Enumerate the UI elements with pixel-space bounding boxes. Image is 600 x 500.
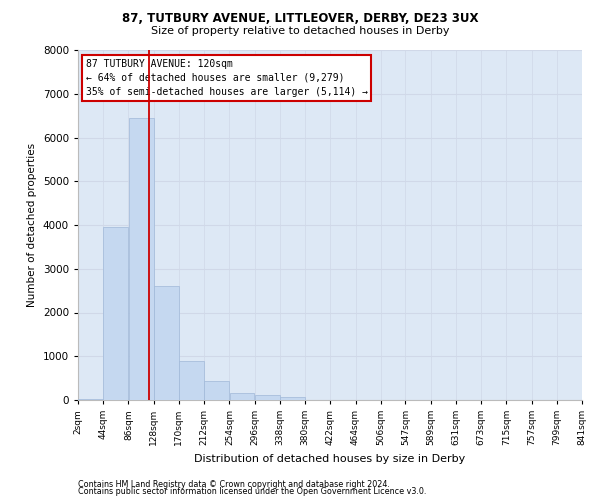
Text: Contains public sector information licensed under the Open Government Licence v3: Contains public sector information licen… [78, 488, 427, 496]
Text: 87 TUTBURY AVENUE: 120sqm
← 64% of detached houses are smaller (9,279)
35% of se: 87 TUTBURY AVENUE: 120sqm ← 64% of detac… [86, 59, 368, 97]
Bar [179, 360, 204, 400]
Bar [205, 381, 229, 400]
Bar [154, 286, 179, 400]
Bar [255, 395, 280, 400]
Bar [78, 398, 103, 400]
Bar [128, 118, 154, 400]
X-axis label: Distribution of detached houses by size in Derby: Distribution of detached houses by size … [194, 454, 466, 464]
Bar [230, 392, 254, 400]
Y-axis label: Number of detached properties: Number of detached properties [27, 143, 37, 307]
Bar [280, 398, 305, 400]
Text: Size of property relative to detached houses in Derby: Size of property relative to detached ho… [151, 26, 449, 36]
Text: Contains HM Land Registry data © Crown copyright and database right 2024.: Contains HM Land Registry data © Crown c… [78, 480, 390, 489]
Text: 87, TUTBURY AVENUE, LITTLEOVER, DERBY, DE23 3UX: 87, TUTBURY AVENUE, LITTLEOVER, DERBY, D… [122, 12, 478, 26]
Bar [103, 227, 128, 400]
